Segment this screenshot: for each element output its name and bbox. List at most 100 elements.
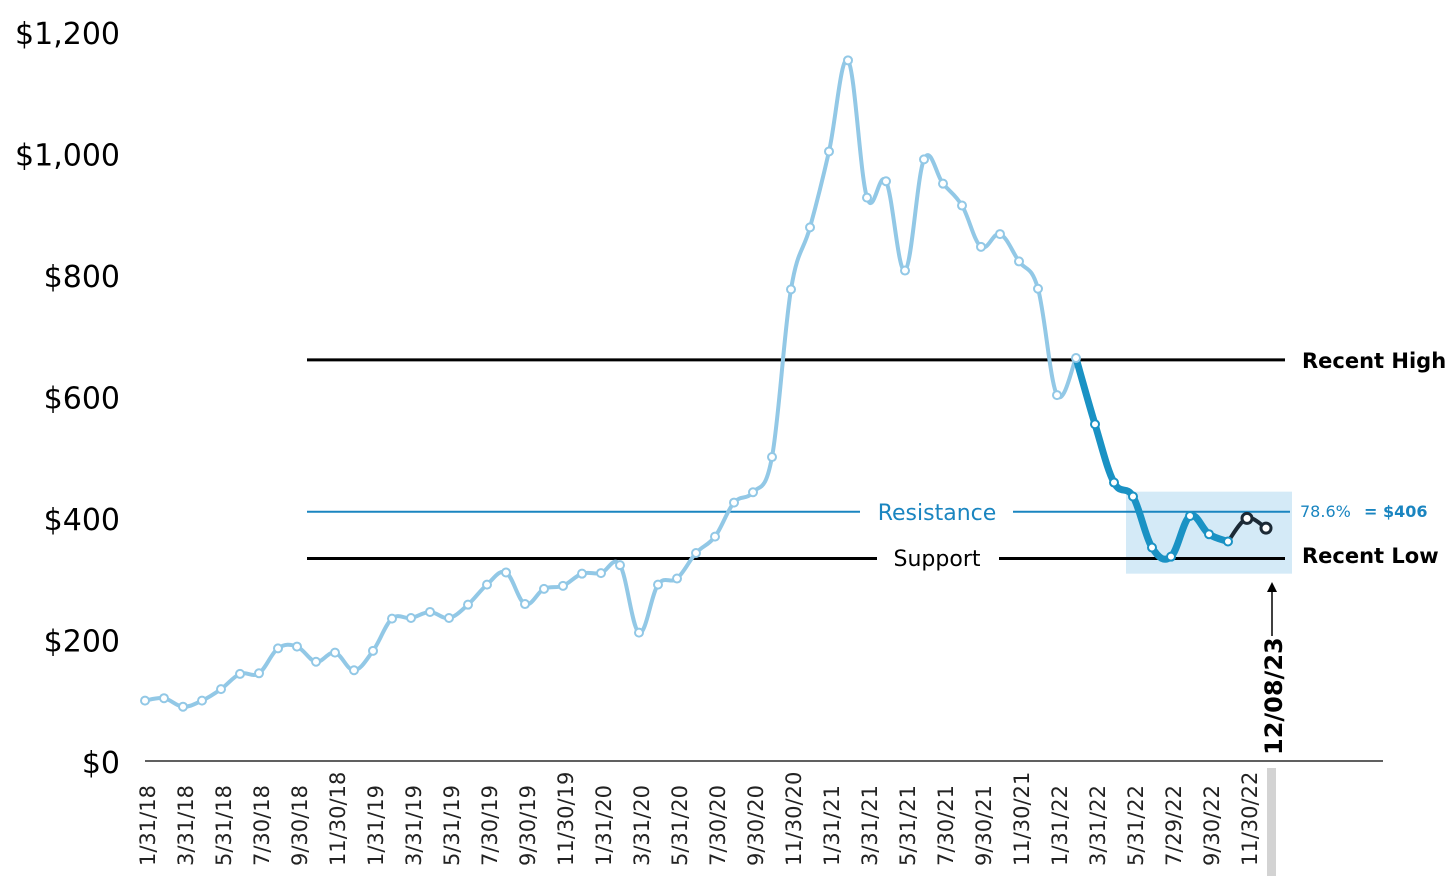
data-point (1204, 529, 1214, 540)
data-point (596, 568, 606, 579)
data-point (425, 606, 435, 617)
x-tick-label: 3/31/18 (174, 785, 198, 866)
data-point (938, 178, 948, 189)
data-point (824, 146, 834, 157)
data-point (501, 567, 511, 578)
y-tick-label: $600 (44, 382, 120, 417)
x-tick-label: 1/31/20 (592, 785, 616, 866)
x-tick-label: 3/31/21 (858, 785, 882, 866)
data-point (767, 452, 777, 463)
data-point (748, 487, 758, 498)
axes: $0 $200 $400 $600 $800 $1,000 $1,200 1/31/18 3/3… (15, 17, 1383, 866)
y-tick-label: $1,200 (15, 17, 120, 52)
data-point (387, 613, 397, 624)
x-tick-label: 1/31/22 (1048, 785, 1072, 866)
data-point (1185, 510, 1195, 521)
x-tick-label: 3/31/22 (1086, 785, 1110, 866)
y-tick-label: $800 (44, 260, 120, 295)
series-line-history (143, 57, 1078, 709)
x-tick-label: 11/30/22 (1238, 772, 1262, 866)
data-point (159, 693, 169, 704)
data-point (1240, 511, 1254, 525)
x-tick-label: 1/31/19 (364, 785, 388, 866)
x-tick-label: 1/31/18 (136, 785, 160, 866)
data-point (520, 599, 530, 610)
data-point (1128, 491, 1138, 502)
x-tick-label: 7/29/22 (1162, 785, 1186, 866)
x-tick-label: 11/30/19 (554, 772, 578, 866)
fib-value-label: = $406 (1364, 502, 1428, 521)
data-point (1223, 536, 1233, 547)
data-point (634, 627, 644, 638)
data-point (672, 573, 682, 584)
data-point (216, 684, 226, 695)
data-point (140, 695, 150, 706)
x-tick-label: 9/30/19 (516, 785, 540, 866)
data-point (1109, 477, 1119, 488)
data-point (653, 579, 663, 590)
resistance-label: Resistance (878, 501, 997, 526)
x-tick-label: 11/30/20 (782, 772, 806, 866)
data-point (843, 55, 853, 66)
x-tick-label: 11/30/18 (326, 772, 350, 866)
x-tick-label: 9/30/22 (1200, 785, 1224, 866)
data-point (862, 192, 872, 203)
x-tick-label: 11/30/21 (1010, 772, 1034, 866)
series-lines (143, 57, 1268, 709)
x-tick-label: 9/30/20 (744, 785, 768, 866)
x-tick-label: 5/31/19 (440, 785, 464, 866)
data-point (444, 613, 454, 624)
x-tick-label: 1/31/21 (820, 785, 844, 866)
data-point (254, 668, 264, 679)
series-points (140, 55, 1273, 712)
data-point (349, 665, 359, 676)
data-point (995, 229, 1005, 240)
data-point (786, 284, 796, 295)
x-tick-label: 5/31/20 (668, 785, 692, 866)
data-point (615, 560, 625, 571)
data-point (292, 641, 302, 652)
data-point (1052, 390, 1062, 401)
recent-low-label: Recent Low (1302, 544, 1439, 568)
y-tick-label: $1,000 (15, 139, 120, 174)
data-point (330, 647, 340, 658)
data-point (178, 701, 188, 712)
data-point (1166, 551, 1176, 562)
data-point (976, 241, 986, 252)
data-point (1071, 353, 1081, 364)
x-tick-label: 9/30/18 (288, 785, 312, 866)
x-tick-label: 5/31/21 (896, 785, 920, 866)
data-point (368, 645, 378, 656)
data-point (197, 695, 207, 706)
date-marker-bar (1267, 768, 1276, 876)
x-tick-label: 7/30/21 (934, 785, 958, 866)
x-tick-label: 5/31/22 (1124, 785, 1148, 866)
data-point (235, 668, 245, 679)
data-point (1014, 256, 1024, 267)
x-tick-label: 7/30/18 (250, 785, 274, 866)
data-point (558, 580, 568, 591)
date-marker-arrow-head (1267, 582, 1277, 592)
support-label: Support (894, 547, 981, 572)
data-point (805, 222, 815, 233)
y-tick-label: $0 (82, 746, 120, 781)
y-tick-label: $200 (44, 625, 120, 660)
data-point (919, 154, 929, 165)
level-labels: Recent High Resistance Support Recent Lo… (878, 349, 1446, 755)
data-point (957, 200, 967, 211)
x-tick-label: 9/30/21 (972, 785, 996, 866)
data-point (311, 656, 321, 667)
data-point (1147, 542, 1157, 553)
data-point (577, 568, 587, 579)
data-point (406, 613, 416, 624)
data-point (710, 531, 720, 542)
data-point (1259, 521, 1273, 535)
recent-high-label: Recent High (1302, 349, 1446, 373)
data-point (482, 579, 492, 590)
data-point (1033, 283, 1043, 294)
data-point (1090, 419, 1100, 430)
fib-percent-label: 78.6% (1300, 502, 1351, 521)
date-marker-label: 12/08/23 (1260, 637, 1288, 755)
data-point (729, 497, 739, 508)
